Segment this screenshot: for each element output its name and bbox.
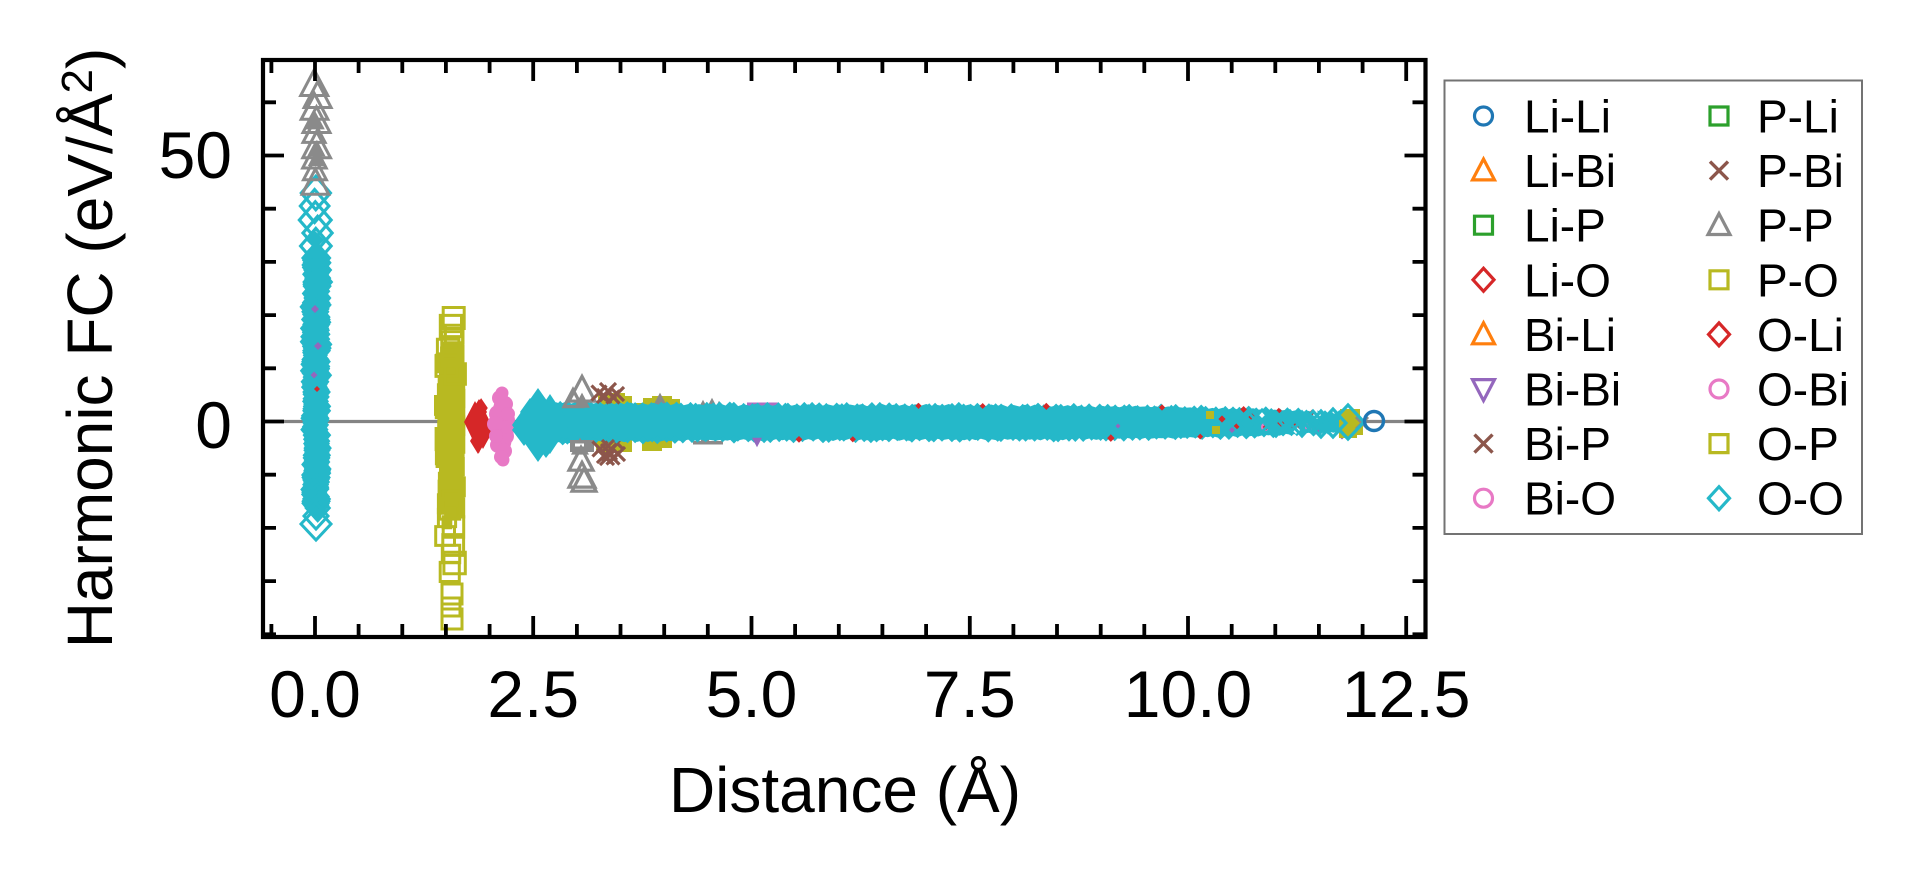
svg-text:O-Bi: O-Bi [1757,364,1849,416]
svg-text:Li-Bi: Li-Bi [1524,145,1616,197]
svg-text:50: 50 [159,118,232,192]
svg-text:O-O: O-O [1757,473,1844,525]
svg-text:P-Bi: P-Bi [1757,145,1844,197]
svg-text:P-O: P-O [1757,254,1839,306]
svg-text:Li-Li: Li-Li [1524,91,1611,143]
svg-text:7.5: 7.5 [924,657,1016,731]
svg-text:12.5: 12.5 [1342,657,1470,731]
svg-text:5.0: 5.0 [706,657,798,731]
svg-text:Harmonic FC (eV/Å2): Harmonic FC (eV/Å2) [53,48,126,649]
svg-text:0.0: 0.0 [269,657,361,731]
svg-text:P-P: P-P [1757,200,1834,252]
svg-text:Bi-P: Bi-P [1524,418,1611,470]
svg-text:Distance (Å): Distance (Å) [669,754,1021,826]
svg-text:Bi-Bi: Bi-Bi [1524,364,1621,416]
svg-text:Li-P: Li-P [1524,200,1606,252]
svg-text:O-Li: O-Li [1757,309,1844,361]
svg-text:P-Li: P-Li [1757,91,1839,143]
svg-text:Li-O: Li-O [1524,254,1611,306]
svg-text:Bi-Li: Bi-Li [1524,309,1616,361]
svg-text:2.5: 2.5 [487,657,579,731]
svg-text:Bi-O: Bi-O [1524,473,1616,525]
svg-text:10.0: 10.0 [1124,657,1252,731]
svg-text:0: 0 [195,388,232,462]
svg-text:O-P: O-P [1757,418,1839,470]
